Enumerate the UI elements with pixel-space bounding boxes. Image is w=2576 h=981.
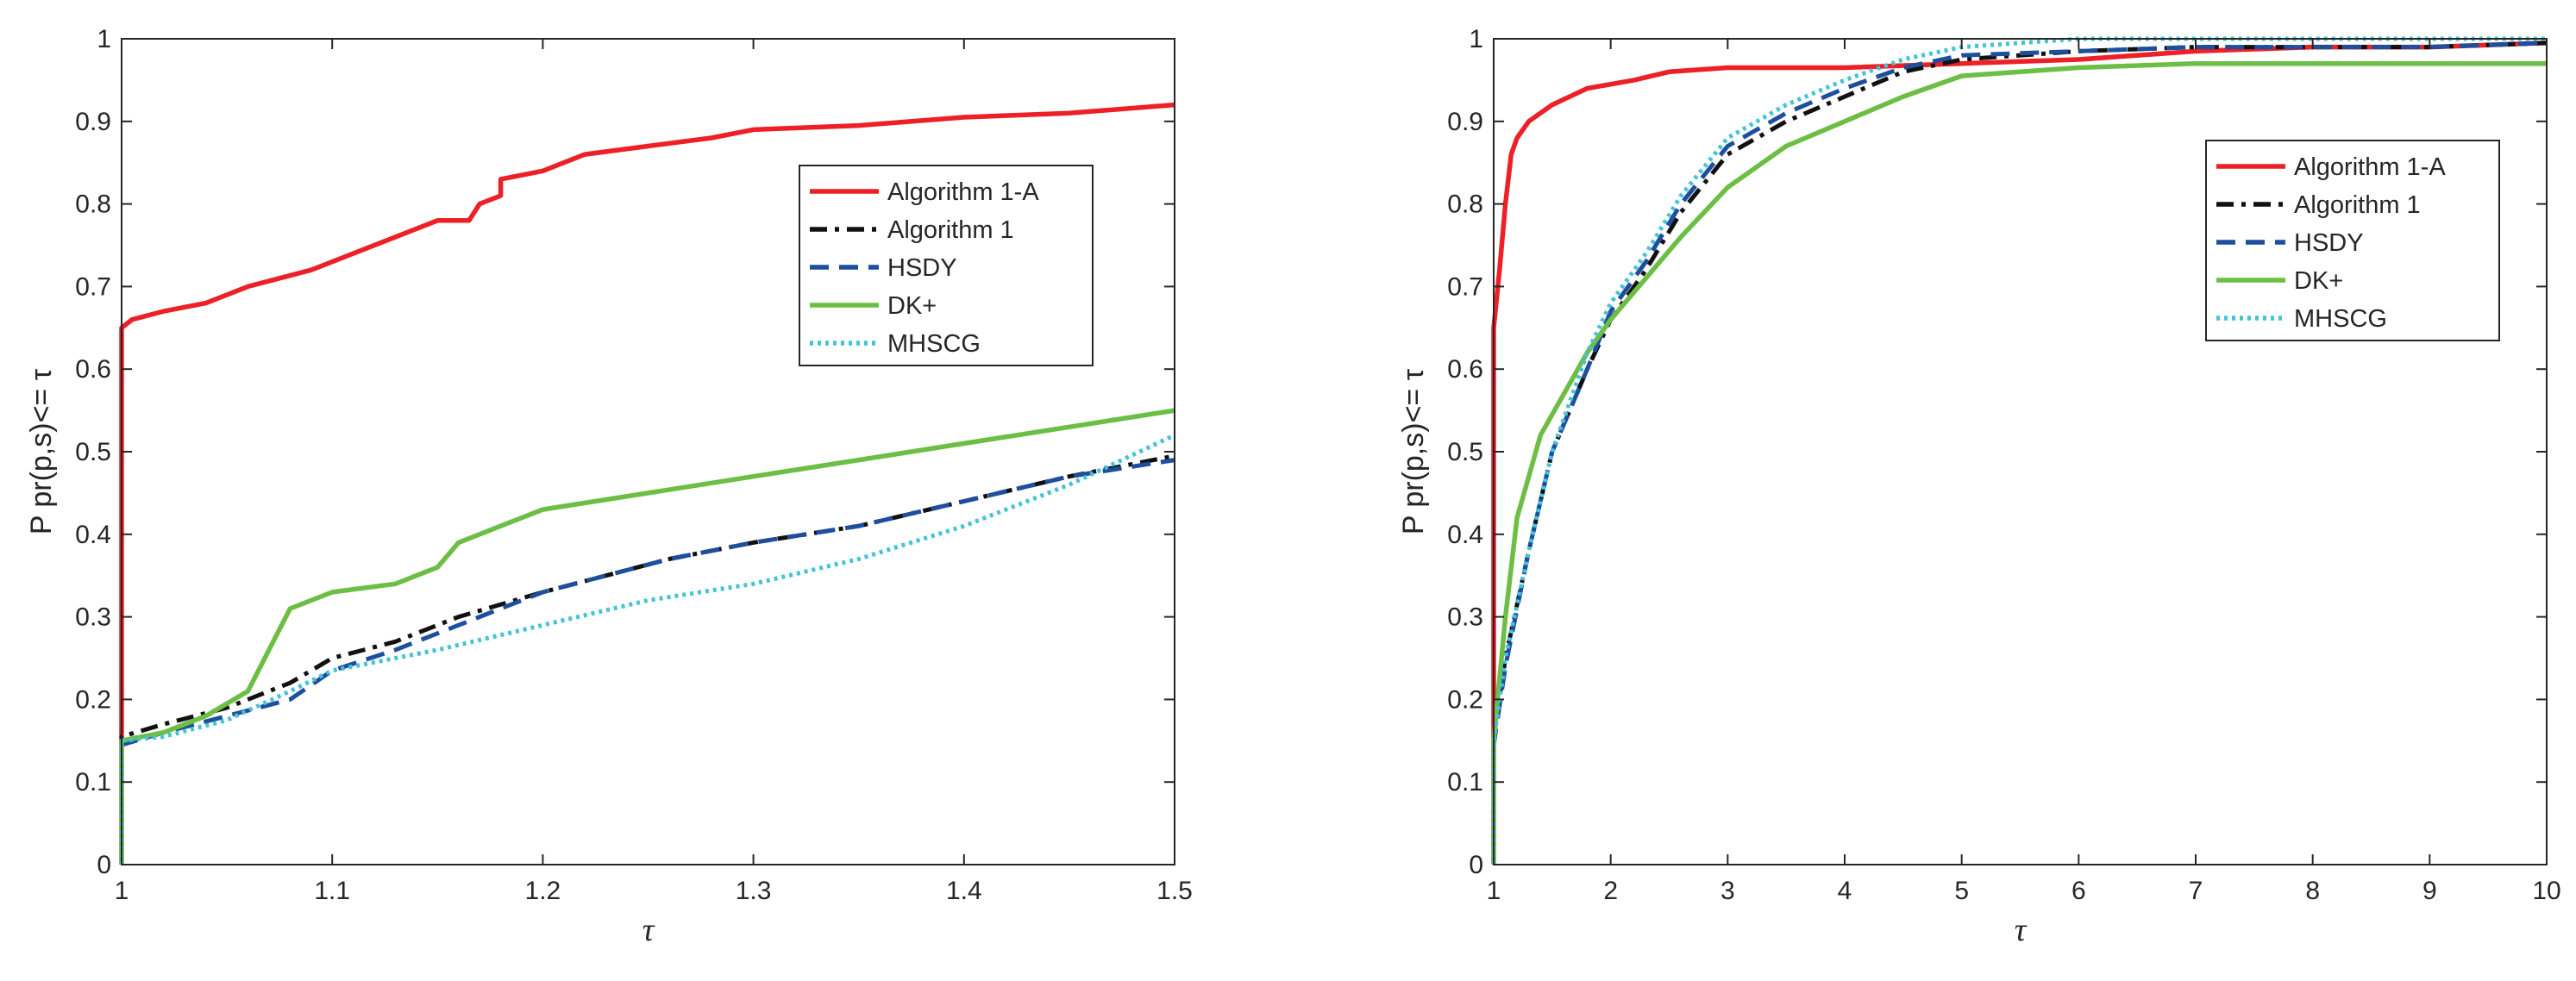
legend-label-dk_plus: DK+ [2294,267,2343,295]
y-tick-label: 0.9 [75,108,111,136]
y-tick-label: 0.7 [75,272,111,301]
series-line-dk_plus [119,408,1175,865]
y-tick-label: 0.5 [75,438,111,466]
y-tick-label: 0.1 [1447,768,1483,797]
y-tick-label: 0.8 [75,191,111,219]
left-chart-panel: 1 1.1 1.2 1.3 1.4 1.5 0 0.1 0.2 0.3 0.4 0.5 0.6 0.7 0.… [25,25,1193,948]
x-tick-label: 7 [2189,877,2203,905]
y-axis-label: P pr(p,s)<= τ [25,368,58,534]
x-tick-label: 8 [2305,877,2320,905]
y-tick-label: 0 [1469,851,1483,879]
x-tick-label: 10 [2532,877,2560,905]
series-line-algorithm_1a [119,102,1175,865]
y-tick-label: 0.4 [1447,521,1483,549]
right-chart-panel: 1 2 3 4 5 6 7 8 9 10 0 0.1 0.2 0.3 0.4 0.5 0.6 0.7 0.8 0.9 1… [1397,25,2561,948]
x-tick-label: 9 [2422,877,2437,905]
y-axis-label: P pr(p,s)<= τ [1397,368,1430,534]
plot-area [122,39,1175,865]
legend: Algorithm 1-A Algorithm 1 HSDY DK+ MHSCG [799,165,1094,366]
y-tick-label: 0.6 [75,355,111,384]
x-tick-label: 1.5 [1156,877,1193,905]
series-line-hsdy [1491,41,2548,865]
legend-label-algorithm_1: Algorithm 1 [887,216,1014,244]
series-line-hsdy [119,458,1175,865]
x-tick-label: 1 [115,877,129,905]
x-tick-label: 2 [1603,877,1618,905]
series-group [119,102,1176,865]
x-tick-label: 1.2 [525,877,561,905]
y-tick-label: 0.7 [1447,272,1483,301]
y-tick-label: 0.1 [75,768,111,797]
x-tick-label: 1 [1487,877,1501,905]
y-tick-label: 0 [97,851,111,879]
x-tick-label: 6 [2071,877,2086,905]
y-tick-label: 0.3 [1447,603,1483,632]
legend-label-dk_plus: DK+ [887,292,937,320]
x-tick-label: 4 [1838,877,1852,905]
legend-label-algorithm_1: Algorithm 1 [2294,191,2421,219]
legend-label-hsdy: HSDY [2294,229,2364,257]
x-axis-label: τ [2015,912,2028,948]
y-tick-label: 0.2 [1447,685,1483,714]
y-tick-label: 0.9 [1447,108,1483,136]
x-tick-label: 5 [1954,877,1969,905]
series-line-dk_plus [1491,60,2547,865]
x-tick-label: 1.3 [736,877,772,905]
legend-label-hsdy: HSDY [887,254,957,282]
y-tick-label: 0.2 [75,685,111,714]
legend-label-mhscg: MHSCG [2294,305,2387,333]
legend-label-algorithm_1a: Algorithm 1-A [2294,153,2446,181]
x-tick-label: 1.1 [314,877,350,905]
x-axis-label: τ [642,912,655,948]
x-tick-label: 3 [1720,877,1735,905]
y-tick-label: 1 [97,25,111,53]
legend-label-algorithm_1a: Algorithm 1-A [887,178,1039,206]
y-tick-label: 0.4 [75,521,111,549]
y-tick-label: 0.5 [1447,438,1483,466]
legend: Algorithm 1-A Algorithm 1 HSDY DK+ MHSCG [2205,140,2500,341]
y-tick-label: 1 [1469,25,1483,53]
series-line-mhscg [119,433,1176,865]
series-line-algorithm_1a [1491,41,2548,865]
y-tick-label: 0.3 [75,603,111,632]
legend-label-mhscg: MHSCG [887,330,981,358]
y-tick-label: 0.8 [1447,191,1483,219]
x-tick-label: 1.4 [946,877,982,905]
y-tick-label: 0.6 [1447,355,1483,384]
